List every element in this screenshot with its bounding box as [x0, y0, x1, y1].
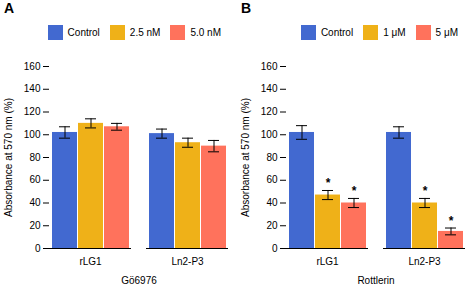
svg-text:Absorbance at 570 nm (%): Absorbance at 570 nm (%) [240, 98, 251, 217]
svg-text:Absorbance at 570 nm (%): Absorbance at 570 nm (%) [3, 98, 14, 217]
svg-text:80: 80 [29, 152, 41, 163]
svg-text:60: 60 [266, 174, 278, 185]
svg-text:100: 100 [24, 129, 41, 140]
svg-text:*: * [423, 184, 428, 198]
html-text:Control: Control [67, 27, 100, 38]
svg-text:Gö6976: Gö6976 [121, 275, 157, 285]
svg-text:160: 160 [24, 61, 41, 72]
html-text:2.5 nM: 2.5 nM [129, 27, 161, 38]
svg-text:0: 0 [35, 243, 41, 254]
svg-text:rLG1: rLG1 [316, 256, 339, 267]
svg-text:40: 40 [266, 197, 278, 208]
svg-text:20: 20 [266, 220, 278, 231]
svg-text:Ln2-P3: Ln2-P3 [408, 256, 441, 267]
html-text:5 μM: 5 μM [435, 27, 458, 38]
svg-text:*: * [326, 176, 331, 190]
svg-text:140: 140 [24, 83, 41, 94]
svg-text:Ln2-P3: Ln2-P3 [171, 256, 204, 267]
svg-text:80: 80 [266, 152, 278, 163]
svg-text:120: 120 [24, 106, 41, 117]
html-text:Control: Control [320, 27, 354, 38]
svg-text:140: 140 [261, 83, 278, 94]
svg-text:160: 160 [261, 61, 278, 72]
svg-text:*: * [352, 184, 357, 198]
svg-text:20: 20 [29, 220, 41, 231]
svg-text:0: 0 [272, 243, 278, 254]
html-text:1 μM: 1 μM [383, 27, 406, 38]
svg-text:60: 60 [29, 174, 41, 185]
html-text:A: A [4, 0, 15, 16]
svg-text:Rottlerin: Rottlerin [357, 275, 394, 285]
svg-text:rLG1: rLG1 [79, 256, 102, 267]
html-text:5.0 nM: 5.0 nM [190, 27, 221, 38]
svg-text:40: 40 [29, 197, 41, 208]
html-text:B: B [241, 0, 252, 16]
svg-text:120: 120 [261, 106, 278, 117]
svg-text:*: * [449, 214, 454, 228]
svg-text:100: 100 [261, 129, 278, 140]
